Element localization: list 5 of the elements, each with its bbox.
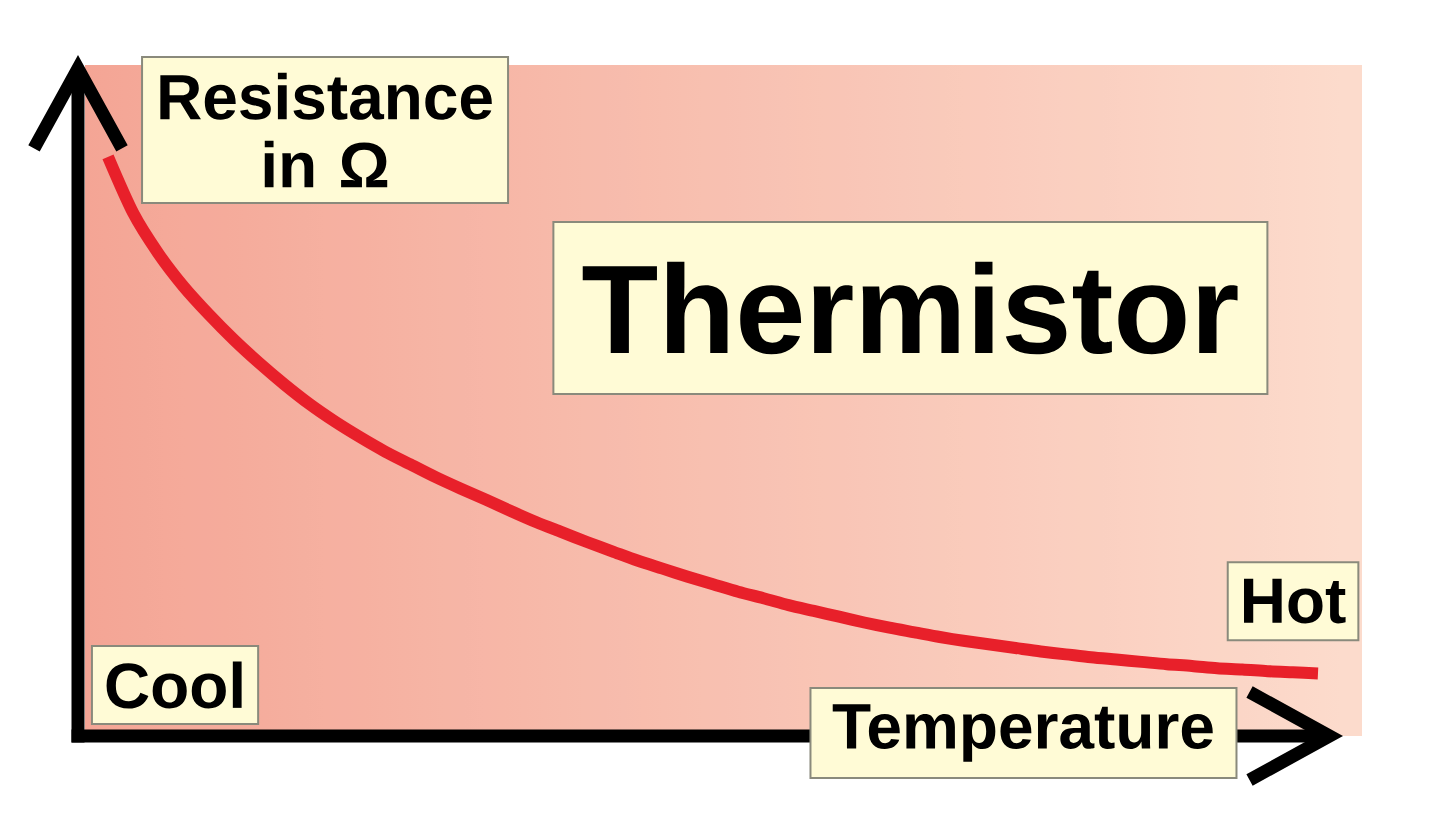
annotation: Cool: [106, 661, 242, 709]
annotation: Hot: [1244, 578, 1346, 624]
x-axis-title: Temperature: [832, 704, 1213, 762]
y-axis-title: Resistance in Ω: [160, 72, 492, 188]
text: Thermistor: [582, 261, 1238, 355]
